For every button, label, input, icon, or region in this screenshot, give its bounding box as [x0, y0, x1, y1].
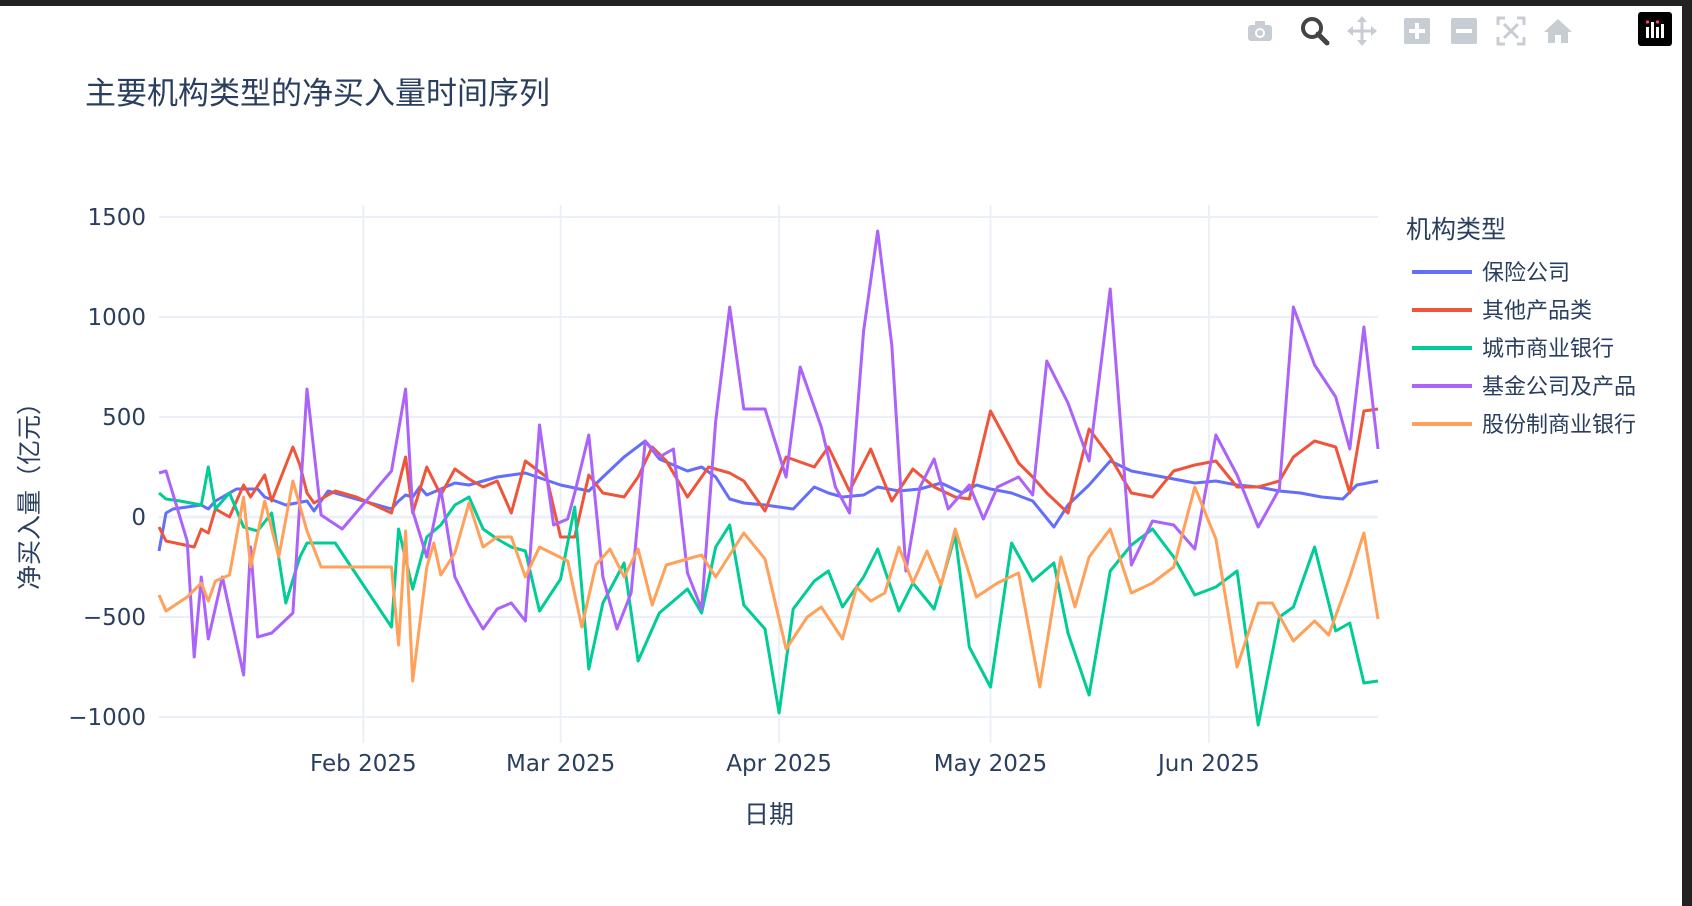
x-tick-label: May 2025 — [934, 751, 1047, 777]
legend-item-label[interactable]: 其他产品类 — [1482, 299, 1592, 324]
home-icon[interactable] — [1538, 11, 1578, 51]
legend-item-label[interactable]: 城市商业银行 — [1482, 337, 1614, 362]
series-line[interactable] — [157, 479, 1380, 689]
x-axis-title: 日期 — [744, 800, 794, 829]
legend-item-label[interactable]: 保险公司 — [1482, 261, 1570, 286]
legend-item-label[interactable]: 股份制商业银行 — [1482, 413, 1636, 438]
window-right-border — [1682, 0, 1692, 906]
series-line[interactable] — [158, 229, 1380, 677]
legend-title: 机构类型 — [1406, 215, 1506, 244]
series-line[interactable] — [157, 407, 1379, 549]
series-layer — [157, 229, 1380, 727]
chart-title: 主要机构类型的净买入量时间序列 — [85, 76, 550, 112]
x-tick-label: Feb 2025 — [310, 751, 417, 777]
plotly-logo-icon[interactable] — [1638, 12, 1672, 46]
y-axis-title: 净买入量（亿元） — [15, 390, 44, 590]
y-tick-label: 1500 — [87, 205, 146, 231]
x-tick-label: Apr 2025 — [726, 751, 832, 777]
window-top-border — [0, 0, 1692, 6]
y-tick-label: 0 — [131, 505, 146, 531]
zoom-in-icon[interactable] — [1397, 11, 1437, 51]
y-tick-label: 500 — [102, 405, 146, 431]
x-tick-label: Mar 2025 — [506, 751, 615, 777]
tick-layer: 1500 1000 500 0 −500 −1000 Feb 2025 Mar 2025 Apr… — [68, 205, 1260, 777]
legend-item-label[interactable]: 基金公司及产品 — [1482, 375, 1636, 400]
autoscale-icon[interactable] — [1491, 11, 1531, 51]
y-tick-label: −500 — [83, 605, 146, 631]
pan-icon[interactable] — [1342, 11, 1382, 51]
series-line[interactable] — [157, 439, 1379, 552]
modebar — [1240, 10, 1585, 52]
x-tick-label: Jun 2025 — [1156, 751, 1260, 777]
y-tick-label: −1000 — [68, 705, 146, 731]
y-tick-label: 1000 — [87, 305, 146, 331]
camera-icon[interactable] — [1240, 11, 1280, 51]
grid-layer — [159, 205, 1378, 743]
zoom-out-icon[interactable] — [1444, 11, 1484, 51]
zoom-icon[interactable] — [1295, 11, 1335, 51]
